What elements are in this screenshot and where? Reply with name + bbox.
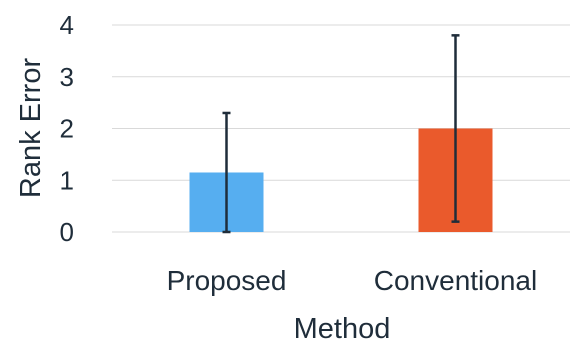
y-tick-label-1: 1	[60, 165, 74, 195]
y-axis-title: Rank Error	[15, 58, 47, 199]
y-tick-label-4: 4	[60, 10, 74, 40]
y-tick-label-3: 3	[60, 62, 74, 92]
error-bar-conventional	[451, 34, 460, 223]
x-axis-title: Method	[294, 313, 391, 345]
category-label-conventional: Conventional	[374, 265, 537, 296]
y-tick-labels: 0 1 2 3 4	[60, 10, 74, 247]
category-labels: Proposed Conventional	[167, 265, 538, 296]
y-tick-label-2: 2	[60, 114, 74, 144]
category-label-proposed: Proposed	[167, 265, 287, 296]
gridlines	[112, 24, 570, 233]
error-bar-proposed	[222, 111, 231, 234]
error-bars	[222, 34, 460, 234]
y-tick-label-0: 0	[60, 217, 74, 247]
